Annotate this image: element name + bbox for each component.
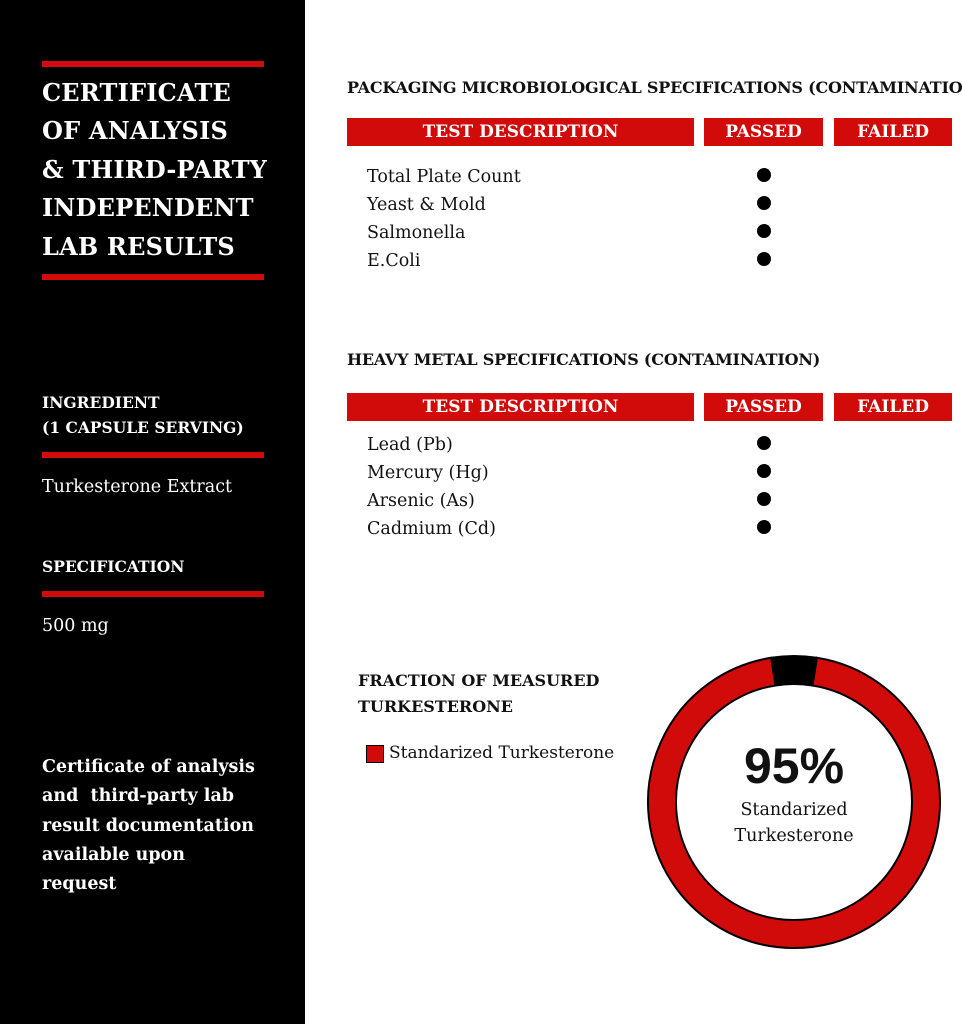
donut-chart <box>647 655 941 949</box>
table-row-label: Mercury (Hg) <box>367 463 489 483</box>
section-heading: HEAVY METAL SPECIFICATIONS (CONTAMINATIO… <box>347 350 821 369</box>
legend-label: Standarized Turkesterone <box>389 743 615 763</box>
donut-slice <box>770 655 818 687</box>
legend-swatch <box>366 745 384 763</box>
result-dot-icon <box>757 520 771 534</box>
note-line: Certificate of analysis <box>42 757 255 777</box>
donut-slice <box>647 656 941 949</box>
column-failed: FAILED <box>834 393 952 421</box>
result-dot-icon <box>757 224 771 238</box>
specification-label: SPECIFICATION <box>42 557 185 576</box>
sidebar: CERTIFICATE OF ANALYSIS & THIRD-PARTY IN… <box>0 0 305 1024</box>
title-line: OF ANALYSIS <box>42 116 229 146</box>
table-row-label: Arsenic (As) <box>367 491 475 511</box>
note-line: result documentation <box>42 815 254 836</box>
divider <box>42 452 264 458</box>
table-row-label: E.Coli <box>367 251 421 271</box>
column-test-description: TEST DESCRIPTION <box>347 393 694 421</box>
result-dot-icon <box>757 492 771 506</box>
divider <box>42 61 264 67</box>
label-line: (1 CAPSULE SERVING) <box>42 418 244 437</box>
title-line: CERTIFICATE <box>42 78 232 107</box>
percent-value: 95% <box>743 738 845 794</box>
divider <box>42 274 264 280</box>
column-failed: FAILED <box>834 118 952 146</box>
result-dot-icon <box>757 252 771 266</box>
ingredient-label: INGREDIENT (1 CAPSULE SERVING) <box>42 390 244 440</box>
table-row-label: Total Plate Count <box>367 167 521 187</box>
ingredient-value: Turkesterone Extract <box>42 477 233 497</box>
fraction-heading: FRACTION OF MEASURED TURKESTERONE <box>358 668 599 720</box>
section-heading: PACKAGING MICROBIOLOGICAL SPECIFICATIONS… <box>347 78 962 97</box>
title-line: & THIRD-PARTY <box>42 154 267 184</box>
heading-line: FRACTION OF MEASURED <box>358 671 600 690</box>
column-passed: PASSED <box>704 393 823 421</box>
center-line: Turkesterone <box>734 826 854 846</box>
title-line: LAB RESULTS <box>42 231 235 261</box>
label-line: INGREDIENT <box>42 393 160 412</box>
title-line: INDEPENDENT <box>42 193 254 223</box>
table-row-label: Yeast & Mold <box>367 195 486 215</box>
table-row-label: Lead (Pb) <box>367 435 453 455</box>
result-dot-icon <box>757 196 771 210</box>
note-line: and third-party lab <box>42 786 235 807</box>
divider <box>42 591 264 597</box>
result-dot-icon <box>757 436 771 450</box>
availability-note: Certificate of analysis and third-party … <box>42 753 292 899</box>
table-row-label: Cadmium (Cd) <box>367 519 496 539</box>
table-row-label: Salmonella <box>367 223 466 243</box>
note-line: available upon <box>42 844 185 865</box>
page-title: CERTIFICATE OF ANALYSIS & THIRD-PARTY IN… <box>42 74 267 266</box>
result-dot-icon <box>757 464 771 478</box>
specification-value: 500 mg <box>42 616 109 636</box>
column-passed: PASSED <box>704 118 823 146</box>
result-dot-icon <box>757 168 771 182</box>
note-line: request <box>42 874 117 895</box>
column-test-description: TEST DESCRIPTION <box>347 118 694 146</box>
heading-line: TURKESTERONE <box>358 697 513 716</box>
center-line: Standarized <box>740 800 848 820</box>
donut-center: 95% Standarized Turkesterone <box>694 735 894 849</box>
